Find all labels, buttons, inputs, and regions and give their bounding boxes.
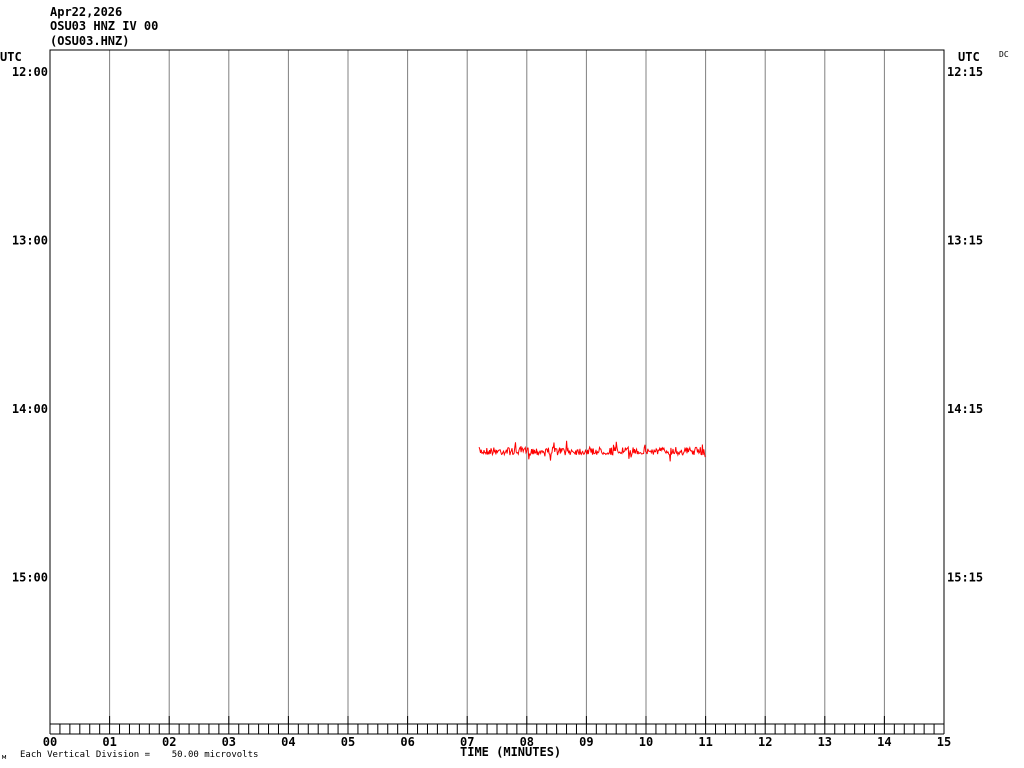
x-tick-label: 14: [877, 735, 891, 749]
x-tick-label: 13: [818, 735, 832, 749]
x-tick-label: 15: [937, 735, 951, 749]
x-tick-label: 01: [102, 735, 116, 749]
right-row-label: 12:15: [947, 65, 983, 79]
x-tick-label: 11: [698, 735, 712, 749]
dc-label: DC: [999, 50, 1009, 59]
right-row-label: 13:15: [947, 234, 983, 248]
left-row-label: 12:00: [12, 65, 48, 79]
left-axis-title: UTC: [0, 50, 22, 64]
right-row-label: 15:15: [947, 571, 983, 585]
plot-frame: [49, 49, 945, 725]
x-tick-label: 05: [341, 735, 355, 749]
scale-note: Each Vertical Division = 50.00 microvolt…: [20, 750, 258, 760]
x-tick-label: 04: [281, 735, 295, 749]
x-tick-label: 00: [43, 735, 57, 749]
x-tick-label: 03: [222, 735, 236, 749]
corner-mark: м: [2, 753, 7, 761]
x-tick-label: 10: [639, 735, 653, 749]
x-axis-label: TIME (MINUTES): [460, 745, 561, 759]
x-tick-label: 06: [400, 735, 414, 749]
date-label: Apr22,2026: [50, 5, 122, 19]
left-row-label: 14:00: [12, 402, 48, 416]
right-axis-title: UTC: [958, 50, 980, 64]
right-row-label: 14:15: [947, 402, 983, 416]
station-label: OSU03 HNZ IV 00: [50, 19, 158, 33]
x-tick-label: 07: [460, 735, 474, 749]
x-tick-label: 02: [162, 735, 176, 749]
left-row-label: 15:00: [12, 571, 48, 585]
seismic-trace: [478, 440, 706, 462]
x-tick-label: 08: [520, 735, 534, 749]
x-tick-label: 12: [758, 735, 772, 749]
channel-label: (OSU03.HNZ): [50, 34, 129, 48]
x-tick-label: 09: [579, 735, 593, 749]
left-row-label: 13:00: [12, 234, 48, 248]
